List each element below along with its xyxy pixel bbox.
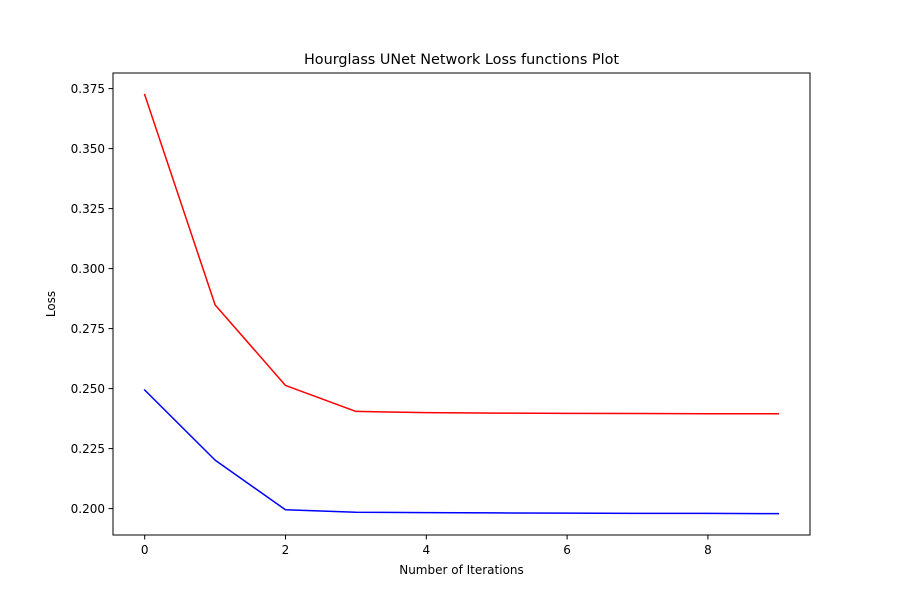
x-tick-label: 4 <box>422 543 430 557</box>
y-tick-label: 0.350 <box>71 142 105 156</box>
plot-area-frame <box>112 72 811 536</box>
y-tick-label: 0.375 <box>71 82 105 96</box>
x-tick-label: 2 <box>282 543 290 557</box>
x-axis-label: Number of Iterations <box>399 563 524 577</box>
x-tick-label: 0 <box>141 543 149 557</box>
y-axis-label: Loss <box>44 291 58 317</box>
y-axis-ticks: 0.200 0.225 0.250 0.275 0.300 0.325 0.350 0.375 <box>71 82 113 516</box>
y-tick-label: 0.200 <box>71 502 105 516</box>
y-tick-label: 0.300 <box>71 262 105 276</box>
y-tick-label: 0.250 <box>71 382 105 396</box>
y-tick-label: 0.275 <box>71 322 105 336</box>
series-layer <box>143 93 780 515</box>
y-tick-label: 0.325 <box>71 202 105 216</box>
chart-title: Hourglass UNet Network Loss functions Pl… <box>304 52 619 68</box>
series-line-2 <box>143 388 780 515</box>
x-tick-label: 8 <box>704 543 712 557</box>
series-line-1 <box>143 93 780 415</box>
x-axis-ticks: 0 2 4 6 8 <box>141 535 712 557</box>
y-tick-label: 0.225 <box>71 442 105 456</box>
x-tick-label: 6 <box>563 543 571 557</box>
